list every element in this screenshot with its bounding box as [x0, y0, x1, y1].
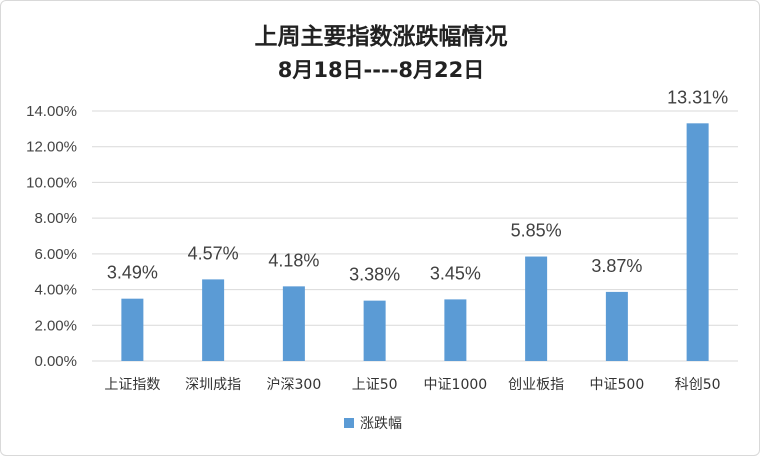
gridlines — [92, 110, 738, 362]
data-label: 5.85% — [511, 221, 562, 241]
y-axis-ticks: 0.00% 2.00% 4.00% 6.00% 8.00% 10.00% 12.00% 14.… — [26, 103, 77, 370]
data-label: 13.31% — [667, 87, 728, 107]
data-labels: 3.49% 4.57% 4.18% 3.38% 3.45% 5.85% 3.87% 13.31… — [107, 87, 728, 284]
x-axis-categories: 上证指数 深圳成指 沪深300 上证50 中证1000 创业板指 中证500 科创50 — [104, 377, 720, 393]
y-tick-label: 0.00% — [34, 353, 77, 370]
y-tick-label: 10.00% — [26, 174, 77, 191]
bar — [605, 291, 628, 361]
legend-label: 涨跌幅 — [360, 416, 402, 432]
bar — [444, 299, 467, 361]
data-label: 4.57% — [188, 243, 239, 263]
x-category-label: 上证指数 — [104, 377, 160, 393]
legend: 涨跌幅 — [344, 416, 402, 432]
y-tick-label: 14.00% — [26, 103, 77, 120]
x-category-label: 中证500 — [590, 377, 645, 393]
bar — [525, 256, 548, 361]
bar — [202, 279, 225, 361]
data-label: 3.49% — [107, 263, 158, 283]
y-tick-label: 6.00% — [34, 246, 77, 263]
bar — [121, 298, 144, 361]
data-label: 3.87% — [591, 256, 642, 276]
bar — [282, 286, 305, 361]
x-category-label: 上证50 — [352, 377, 398, 393]
x-category-label: 沪深300 — [267, 377, 322, 393]
y-tick-label: 12.00% — [26, 139, 77, 156]
data-label: 3.45% — [430, 263, 481, 283]
data-label: 4.18% — [268, 250, 319, 270]
data-label: 3.38% — [349, 265, 400, 285]
chart-subtitle: 8月18日----8月22日 — [278, 58, 485, 82]
y-tick-label: 2.00% — [34, 317, 77, 334]
y-tick-label: 4.00% — [34, 282, 77, 299]
x-category-label: 深圳成指 — [185, 377, 241, 393]
y-tick-label: 8.00% — [34, 210, 77, 227]
x-category-label: 科创50 — [675, 377, 721, 393]
x-category-label: 创业板指 — [508, 377, 564, 393]
bar — [363, 300, 386, 361]
x-category-label: 中证1000 — [424, 377, 488, 393]
chart-title: 上周主要指数涨跌幅情况 — [255, 24, 508, 50]
bars — [121, 123, 709, 361]
legend-swatch — [344, 418, 354, 428]
bar — [686, 123, 709, 361]
